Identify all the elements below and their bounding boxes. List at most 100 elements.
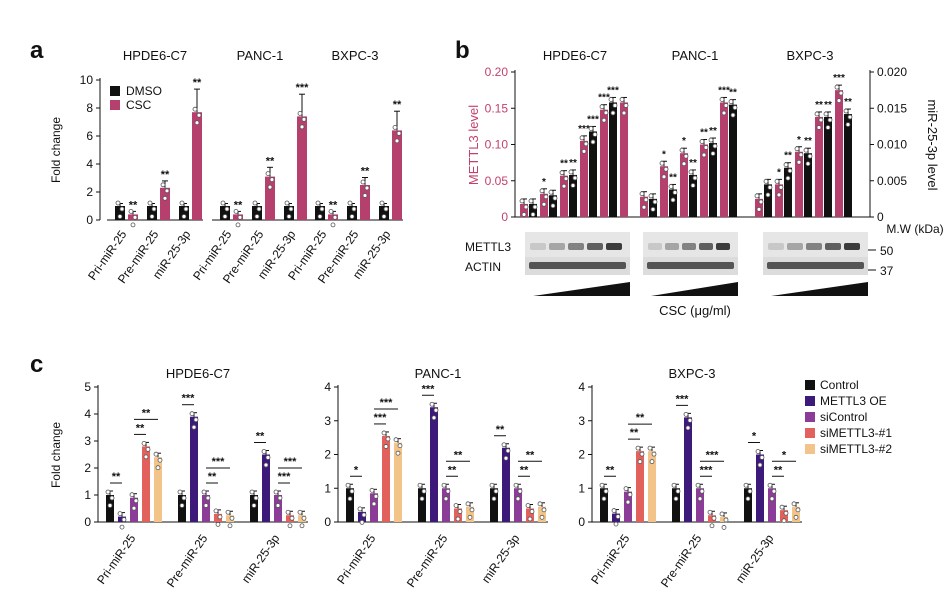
panel-b-mw-50: 50: [880, 244, 894, 258]
panel-c-significance: **: [136, 422, 145, 434]
panel-c-bar-point-2: [371, 501, 377, 507]
panel-b-bar-point-0: [568, 169, 574, 175]
panel-b-bar-point-1: [758, 199, 764, 205]
panel-c-significance: **: [520, 464, 529, 476]
panel-c-bar-sicontrol: [624, 491, 632, 522]
panel-c-bar-point-0: [381, 430, 387, 436]
panel-a-bar-point-1: [351, 206, 357, 212]
panel-c-bar-point-2: [179, 503, 185, 508]
panel-b-bar-point-2: [661, 174, 667, 180]
panel-b-bar-point-1: [787, 168, 793, 174]
panel-c-bar-control: [672, 488, 680, 522]
panel-c-bar-simettl3-2: [154, 457, 162, 522]
panel-c-bar-point-0: [225, 509, 231, 515]
panel-a-significance: **: [329, 199, 338, 211]
panel-a-bar-point-2: [317, 214, 323, 219]
panel-c-bar-mettl3-oe: [684, 417, 692, 522]
panel-b-blot-band-actin: [767, 262, 864, 269]
panel-c-bar-point-1: [109, 495, 115, 501]
panel-a-bar-dmso: [379, 206, 389, 220]
panel-c-bar-point-2: [781, 518, 787, 524]
panel-c-bar-point-0: [285, 509, 291, 515]
panel-c-bar-point-1: [397, 443, 403, 449]
panel-a-bar-point-0: [315, 200, 321, 206]
panel-c-bar-point-1: [711, 515, 717, 521]
panel-c-bar-point-0: [465, 501, 471, 507]
panel-b-bar-point-1: [643, 197, 649, 203]
panel-c-significance: ***: [380, 397, 394, 409]
panel-c-legend-sicontrol: siControl: [820, 410, 867, 424]
panel-b-left-ylabel: METTL3 level: [466, 105, 481, 185]
panel-b-blot-band-mettl3: [606, 243, 622, 250]
panel-b-bar-point-2: [681, 161, 687, 167]
panel-b-bar-mir25: [824, 116, 832, 217]
panel-c-bar-point-2: [251, 503, 257, 508]
panel-b-group-title-panc-1: PANC-1: [672, 48, 719, 63]
panel-a-significance: **: [393, 99, 402, 111]
panel-c-group-title-bxpc-3: BXPC-3: [669, 366, 716, 381]
panel-c-bar-sicontrol: [514, 488, 522, 522]
panel-b-blot-band-mettl3: [716, 243, 730, 250]
panel-c-bar-point-0: [201, 489, 207, 495]
panel-b-bar-point-2: [825, 125, 831, 130]
panel-a-bar-dmso: [147, 206, 157, 220]
panel-b-bar-point-2: [721, 110, 727, 116]
panel-b-significance-left: **: [815, 100, 823, 111]
panel-c-bar-simettl3-1: [454, 508, 462, 522]
panel-c-bar-point-0: [537, 501, 543, 507]
panel-c-bar-point-0: [441, 482, 447, 488]
panel-b-bar-point-0: [823, 111, 829, 117]
panel-b-bar-point-0: [803, 147, 809, 153]
panel-c-bar-mettl3-oe: [756, 454, 764, 522]
panel-c-bar-point-1: [759, 455, 765, 460]
panel-a-bar-point-1: [224, 206, 230, 212]
panel-a-bar-point-1: [383, 206, 389, 212]
panel-c-bar-point-2: [107, 503, 113, 508]
panel-c-ytick-label: 0: [578, 515, 585, 529]
panel-a-bar-dmso: [315, 206, 325, 220]
panel-b-significance-right: **: [669, 172, 677, 183]
panel-a-bar-point-2: [194, 120, 200, 126]
panel-b-bar-mettl3: [700, 144, 708, 217]
panel-c-ytick-label: 1: [578, 481, 585, 495]
panel-c-bar-point-1: [289, 515, 295, 521]
panel-b-bar-point-1: [552, 195, 558, 201]
panel-b-bar-point-1: [572, 175, 578, 181]
panel-c-bar-point-2: [697, 496, 703, 502]
panel-c-bar-point-0: [369, 487, 375, 493]
panel-c-bar-point-0: [273, 489, 279, 495]
panel-c-bar-point-1: [445, 488, 451, 494]
panel-b-significance-left: ***: [578, 124, 590, 135]
panel-b-bar-point-2: [561, 183, 567, 189]
panel-b-bar-point-1: [612, 103, 618, 108]
panel-b-left-ytick-label: 0: [501, 210, 508, 224]
panel-c-bar-point-1: [687, 417, 693, 423]
panel-b-bar-mir25: [764, 184, 772, 217]
panel-c-bar-control: [250, 495, 258, 522]
panel-c-bar-point-1: [385, 436, 391, 442]
panel-a-significance: **: [129, 199, 138, 211]
panel-b-bar-point-1: [827, 117, 833, 123]
panel-b-significance-left: ***: [718, 85, 730, 96]
panel-b-blot-band-mettl3: [568, 243, 584, 250]
panel-b-bar-point-0: [728, 99, 734, 105]
panel-b-bar-point-0: [708, 137, 714, 143]
panel-c-bar-point-1: [145, 446, 151, 452]
panel-b-bar-mettl3: [815, 116, 823, 217]
panel-b-bar-point-2: [590, 139, 596, 145]
panel-b-bar-mettl3: [720, 102, 728, 217]
panel-a-bar-point-0: [297, 111, 303, 116]
panel-b-significance-left: **: [560, 159, 568, 170]
panel-a-bar-point-0: [265, 171, 271, 177]
panel-c-bar-point-2: [685, 425, 691, 431]
panel-a-bar-point-2: [222, 214, 228, 219]
panel-c-bar-point-2: [721, 525, 727, 530]
panel-b-blot-band-mettl3: [549, 243, 565, 250]
panel-a-bar-point-1: [269, 177, 275, 183]
panel-b-bar-point-0: [699, 139, 705, 144]
panel-b-bar-point-1: [798, 152, 804, 158]
panel-b-blot-label-actin: ACTIN: [465, 260, 501, 274]
panel-c-significance: ***: [422, 383, 436, 395]
panel-c-bar-point-0: [647, 445, 653, 451]
panel-c-bar-point-1: [277, 495, 283, 501]
